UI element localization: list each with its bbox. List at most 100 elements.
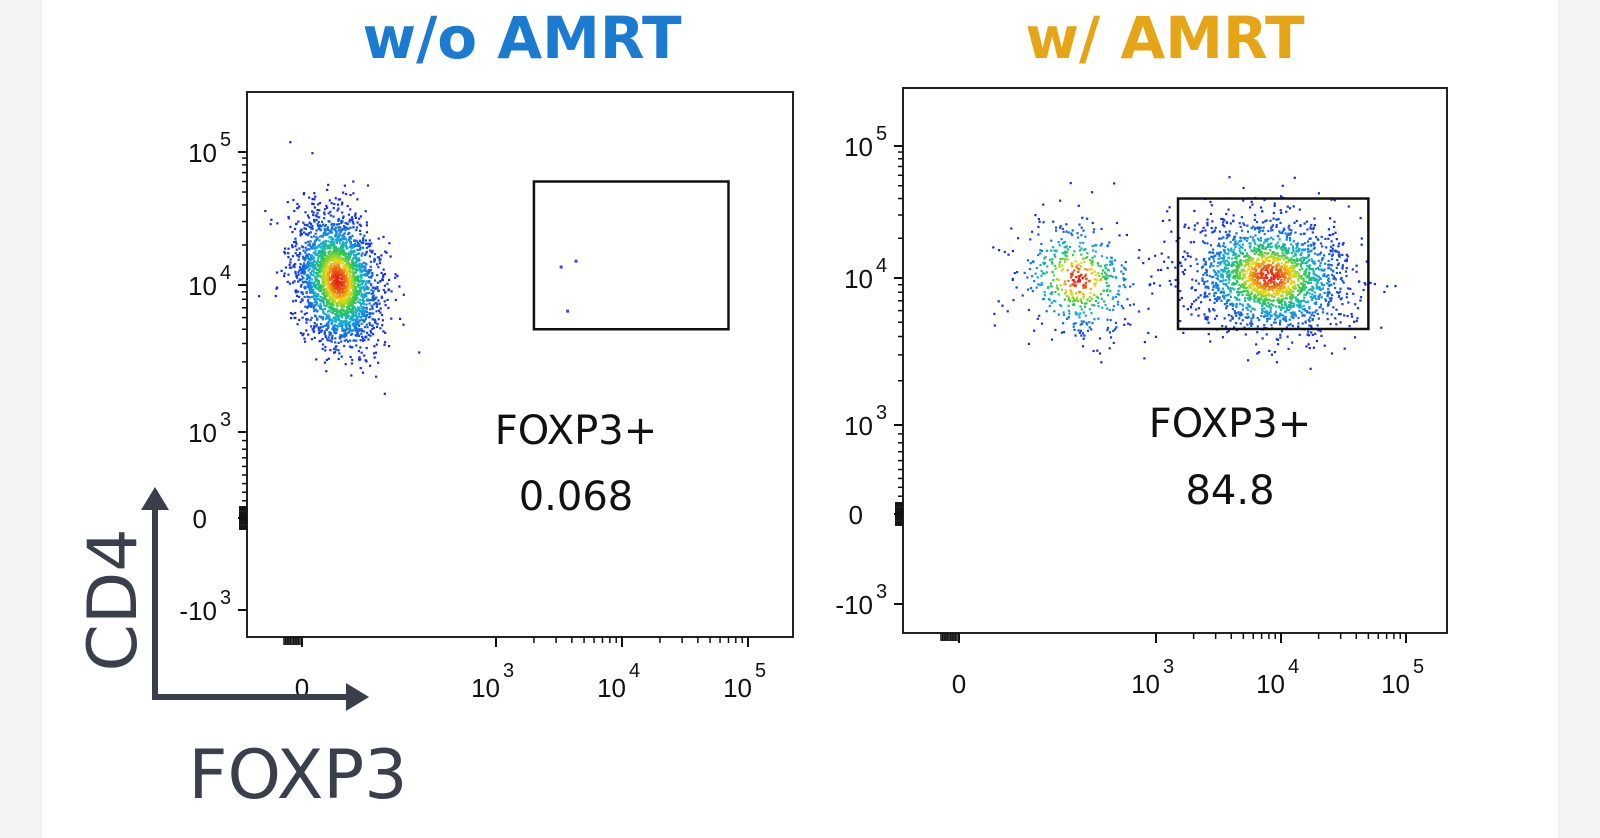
event-dot	[325, 273, 328, 276]
event-dot	[1072, 254, 1075, 257]
event-dot	[316, 317, 319, 320]
event-dot	[362, 308, 365, 311]
event-dot	[1074, 260, 1077, 263]
event-dot	[1216, 286, 1219, 290]
event-dot	[1067, 316, 1070, 319]
event-dot	[287, 247, 290, 250]
event-dot	[337, 279, 340, 282]
event-dot	[1283, 282, 1287, 285]
event-dot	[1304, 248, 1307, 251]
event-dot	[1084, 248, 1087, 251]
event-dot	[367, 338, 370, 341]
event-dot	[314, 279, 317, 283]
event-dot	[1323, 291, 1326, 294]
event-dot	[1275, 264, 1278, 267]
event-dot	[1211, 282, 1214, 285]
event-dot	[1255, 226, 1258, 230]
event-dot	[334, 320, 337, 323]
event-dot	[1297, 322, 1300, 325]
event-dot	[1273, 281, 1276, 284]
event-dot	[1227, 287, 1230, 290]
event-dot	[336, 292, 339, 295]
event-dot	[347, 307, 350, 310]
event-dot	[1219, 290, 1223, 293]
event-dot	[1115, 326, 1118, 329]
event-dot	[1202, 273, 1205, 276]
event-dot	[1287, 347, 1290, 350]
event-dot	[1042, 221, 1045, 224]
event-dot	[1220, 275, 1223, 278]
event-dot	[1327, 303, 1330, 306]
event-dot	[342, 248, 345, 251]
event-dot	[1036, 276, 1039, 279]
event-dot	[319, 307, 322, 310]
event-dot	[359, 358, 362, 361]
event-dot	[362, 337, 365, 340]
event-dot	[1335, 238, 1338, 241]
event-dot	[330, 289, 333, 292]
event-dot	[1285, 236, 1289, 239]
event-dot	[1084, 281, 1088, 284]
event-dot	[337, 223, 341, 226]
event-dot	[384, 304, 387, 307]
event-dot	[301, 270, 304, 273]
event-dot	[318, 327, 321, 330]
event-dot	[1073, 299, 1076, 302]
event-dot	[324, 271, 328, 274]
event-dot	[1270, 236, 1273, 239]
event-dot	[1077, 236, 1080, 239]
event-dot	[1252, 236, 1255, 239]
event-dot	[1275, 282, 1279, 285]
event-dot	[1272, 238, 1275, 241]
event-dot	[1031, 275, 1034, 278]
event-dot	[1236, 288, 1239, 291]
event-dot	[1337, 295, 1340, 298]
event-dot	[1297, 279, 1300, 282]
event-dot	[1085, 321, 1088, 324]
event-dot	[354, 301, 357, 304]
event-dot	[993, 312, 996, 315]
event-dot	[321, 292, 324, 295]
event-dot	[1280, 306, 1283, 309]
event-dot	[340, 340, 343, 343]
event-dot	[1311, 317, 1314, 321]
event-dot	[337, 319, 340, 322]
event-dot	[1331, 269, 1334, 272]
event-dot	[350, 362, 353, 365]
event-dot	[295, 222, 298, 225]
event-dot	[1263, 255, 1266, 258]
event-dot	[1237, 311, 1240, 314]
event-dot	[1071, 293, 1074, 296]
event-dot	[332, 224, 335, 227]
event-dot	[302, 257, 305, 260]
event-dot	[328, 319, 331, 322]
event-dot	[318, 255, 321, 258]
event-dot	[1174, 285, 1177, 288]
event-dot	[319, 261, 322, 264]
event-dot	[1206, 316, 1209, 319]
event-dot	[302, 249, 305, 252]
event-dot	[377, 339, 380, 342]
event-dot	[315, 236, 318, 239]
event-dot	[319, 246, 322, 249]
event-dot	[341, 243, 344, 246]
event-dot	[359, 273, 362, 276]
event-dot	[1212, 248, 1215, 251]
event-dot	[304, 241, 307, 244]
event-dot	[1309, 288, 1312, 291]
event-dot	[1264, 302, 1267, 305]
event-dot	[1192, 241, 1195, 244]
event-dot	[1311, 285, 1314, 288]
event-dot	[358, 312, 361, 315]
event-dot	[1262, 279, 1266, 282]
event-dot	[1051, 291, 1054, 294]
event-dot	[323, 246, 326, 249]
event-dot	[354, 277, 357, 280]
event-dot	[293, 209, 296, 213]
event-dot	[313, 206, 316, 209]
event-dot	[353, 250, 356, 253]
event-dot	[402, 323, 405, 326]
event-dot	[1295, 304, 1299, 307]
event-dot	[366, 272, 369, 275]
event-dot	[1096, 262, 1099, 265]
